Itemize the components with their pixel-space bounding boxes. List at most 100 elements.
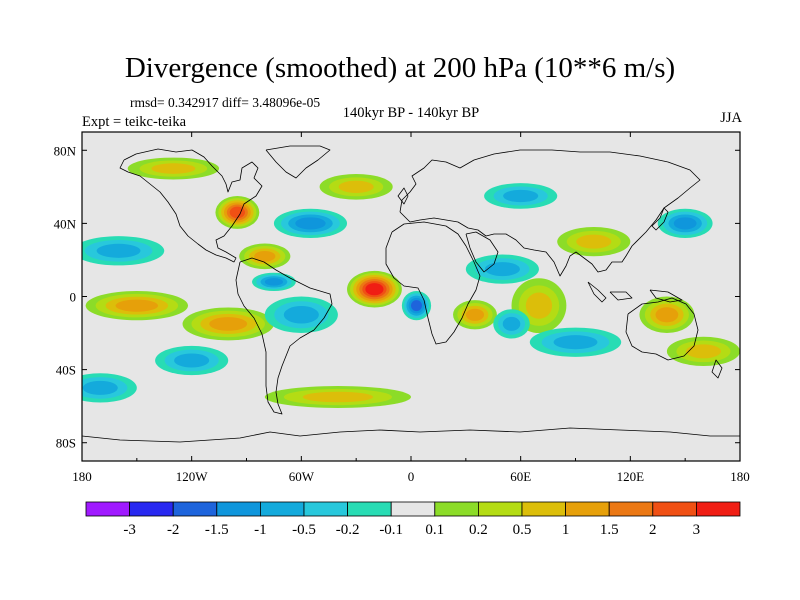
y-tick-label: 40N: [54, 216, 77, 231]
contour-min-nw-pacific--1: [673, 217, 697, 230]
contour-max-n-atlantic-0.5: [338, 180, 374, 193]
contour-min-s-indian--0.5: [553, 335, 598, 350]
colorbar-swatch: [216, 501, 261, 517]
feature-max-central-atlantic: [347, 270, 402, 308]
contour-min-n-atlantic--1: [295, 217, 326, 230]
contour-max-asia-0.5: [576, 234, 612, 249]
contour-max-e-africa-1: [465, 308, 485, 321]
colorbar-label: 0.2: [469, 522, 488, 538]
feature-min-w-africa: [401, 291, 432, 321]
colorbar-swatch: [172, 501, 218, 517]
feature-max-e-africa: [453, 300, 497, 330]
colorbar: -3 -2 -1.5 -1 -0.5 -0.2 -0.1 0.1 0.2 0.5 1 1.5 2 3: [85, 501, 741, 538]
feature-max-e-pacific: [182, 307, 274, 341]
feature-max-arctic: [127, 157, 220, 180]
x-tick-label: 60E: [510, 469, 531, 484]
feature-min-caribbean: [251, 272, 296, 292]
coastline-south-america: [235, 257, 333, 415]
x-tick-label: 180: [72, 469, 92, 484]
experiment-label: Expt = teikc-teika: [82, 114, 186, 130]
feature-max-gulf-mexico: [239, 243, 291, 270]
feature-min-w-indian: [493, 309, 530, 339]
feature-max-s-ocean: [264, 386, 411, 408]
contour-max-w-pacific-1: [655, 307, 679, 323]
contour-max-north-america-2: [229, 206, 246, 219]
feature-max-indian-ocean: [511, 278, 567, 334]
x-tick-label: 60W: [289, 469, 315, 484]
contour-max-e-pacific-1: [209, 317, 248, 331]
coastline-north-america: [119, 148, 263, 263]
colorbar-label: 3: [693, 522, 701, 538]
contour-max-arctic-0.5: [151, 163, 196, 174]
coastline-indonesia: [587, 281, 683, 303]
feature-min-arabia: [465, 254, 539, 284]
colorbar-label: 2: [649, 522, 657, 538]
feature-min-siberia: [484, 183, 558, 209]
y-tick-label: 80S: [56, 436, 76, 451]
feature-min-se-pacific: [155, 345, 229, 376]
contour-min-caribbean--1: [264, 278, 284, 286]
x-axis: 180 120W 60W 0 60E 120E 180: [72, 132, 750, 484]
feature-max-n-atlantic: [319, 174, 393, 200]
page-title: Divergence (smoothed) at 200 hPa (10**6 …: [124, 52, 676, 84]
colorbar-swatch: [608, 501, 654, 517]
colorbar-swatch: [129, 501, 174, 517]
feature-min-sw-pacific: [82, 373, 137, 403]
contour-min-c-pacific--0.5: [96, 243, 141, 258]
y-tick-label: 0: [70, 290, 77, 305]
feature-min-c-pacific: [82, 236, 165, 266]
feature-max-s-pacific: [666, 336, 740, 366]
divergence-field: [82, 157, 740, 408]
colorbar-label: -2: [167, 522, 180, 538]
colorbar-swatch: [652, 501, 697, 517]
contour-min-w-indian--0.5: [502, 316, 521, 331]
contour-min-sw-pacific--0.5: [82, 380, 118, 395]
coastline-africa: [385, 221, 481, 345]
feature-min-s-indian: [529, 327, 622, 357]
colorbar-label: -0.1: [379, 522, 403, 538]
contour-min-se-pacific--0.5: [174, 353, 210, 368]
coastline-british-isles: [397, 187, 409, 205]
x-tick-label: 0: [408, 469, 415, 484]
contour-max-s-ocean-0.5: [302, 391, 373, 403]
coastline-new-zealand: [711, 359, 723, 379]
contour-min-w-africa--1.5: [410, 300, 422, 312]
feature-max-asia: [557, 227, 631, 257]
coastlines: [82, 145, 740, 443]
x-tick-label: 120W: [176, 469, 209, 484]
colorbar-label: 1.5: [600, 522, 619, 538]
coastline-australia: [625, 297, 699, 361]
colorbar-swatch: [434, 501, 479, 517]
contour-max-gulf-mexico-1: [254, 250, 276, 262]
colorbar-swatch: [85, 501, 130, 517]
feature-max-sw-pacific: [85, 291, 189, 321]
contour-max-sw-pacific-1: [115, 299, 159, 312]
coastline-greenland: [265, 145, 331, 179]
colorbar-swatch: [390, 501, 436, 517]
colorbar-swatch: [477, 501, 523, 517]
colorbar-swatch: [521, 501, 566, 517]
feature-min-s-america: [264, 296, 338, 334]
colorbar-label: -1.5: [205, 522, 229, 538]
colorbar-swatch: [565, 501, 610, 517]
y-axis: 80N 40N 0 40S 80S: [54, 143, 740, 451]
feature-max-north-america: [215, 195, 260, 229]
stats-label: rmsd= 0.342917 diff= 3.48096e-05: [130, 95, 321, 110]
colorbar-label: -1: [254, 522, 267, 538]
contour-min-siberia--0.5: [503, 189, 539, 203]
feature-max-w-pacific: [639, 296, 695, 334]
colorbar-label: 0.1: [425, 522, 444, 538]
colorbar-swatch: [347, 501, 392, 517]
colorbar-swatch: [259, 501, 305, 517]
contour-min-s-america--0.5: [283, 306, 319, 324]
contour-max-s-pacific-0.5: [685, 344, 721, 359]
colorbar-label: 1: [562, 522, 570, 538]
x-tick-label: 120E: [617, 469, 645, 484]
x-tick-label: 180: [730, 469, 750, 484]
contour-min-arabia--0.5: [484, 262, 520, 277]
colorbar-label: -0.2: [336, 522, 360, 538]
colorbar-label: 0.5: [513, 522, 532, 538]
colorbar-swatch: [303, 501, 348, 517]
contour-max-indian-ocean-0.5: [525, 292, 553, 319]
